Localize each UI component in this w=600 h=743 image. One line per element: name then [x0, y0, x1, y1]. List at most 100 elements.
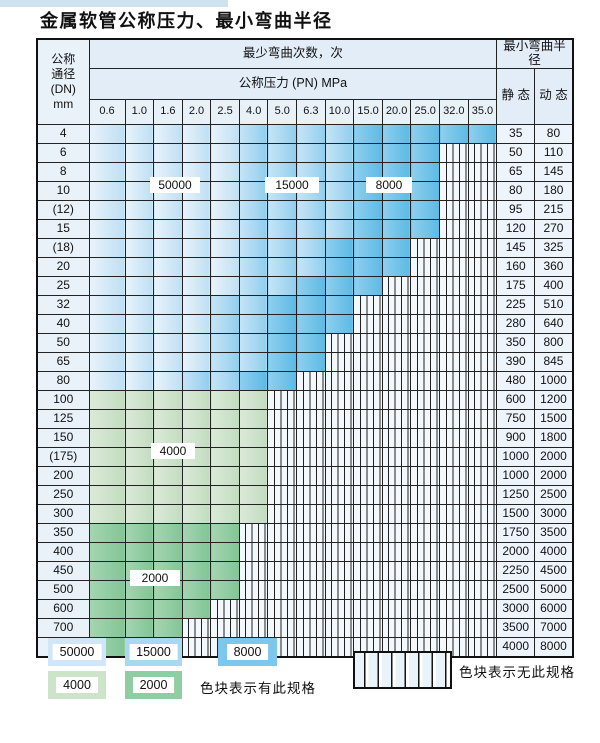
cell-no-spec	[467, 180, 498, 201]
cell-50000	[124, 313, 155, 334]
dynamic-radius-cell: 1800	[534, 427, 574, 448]
cell-no-spec	[238, 617, 269, 638]
cell-15000	[296, 256, 326, 277]
cell-50000	[124, 142, 155, 163]
pressure-column-header: 4.0	[238, 98, 269, 125]
cell-50000	[181, 275, 212, 296]
cell-50000	[153, 199, 183, 220]
cell-50000	[124, 161, 155, 182]
cell-no-spec	[467, 598, 498, 619]
cell-no-spec	[467, 199, 498, 220]
cell-8000	[410, 180, 441, 201]
table-row: 200 1000 2000	[36, 465, 574, 486]
cell-no-spec	[353, 446, 383, 467]
cell-2000	[210, 541, 240, 562]
page-title: 金属软管公称压力、最小弯曲半径	[40, 11, 333, 31]
cell-4000	[238, 427, 269, 448]
cell-15000	[238, 313, 269, 334]
table-row: 250 1250 2500	[36, 484, 574, 505]
table-row: 125 750 1500	[36, 408, 574, 429]
cell-8000	[267, 294, 298, 315]
cell-2000	[181, 598, 212, 619]
dn-cell: 25	[36, 275, 90, 296]
cell-4000	[124, 503, 155, 524]
cell-8000	[381, 123, 412, 144]
cell-no-spec	[467, 256, 498, 277]
dn-cell: 600	[36, 598, 90, 619]
cell-4000	[124, 427, 155, 448]
cell-4000	[88, 503, 126, 524]
cell-no-spec	[439, 275, 469, 296]
spec-table-wrap: 公称 通径 (DN) mm 最少弯曲次数，次 最小弯曲半径 公称压力 (PN) …	[36, 38, 574, 658]
cell-2000	[88, 560, 126, 581]
cell-15000	[296, 123, 326, 144]
cell-4000	[210, 389, 240, 410]
cell-4000	[238, 484, 269, 505]
cell-8000	[296, 313, 326, 334]
cell-8000	[267, 332, 298, 353]
cell-4000	[181, 389, 212, 410]
legend-swatch-label: 8000	[226, 644, 269, 660]
cell-no-spec	[267, 598, 298, 619]
cell-no-spec	[353, 579, 383, 600]
cell-50000	[153, 256, 183, 277]
cell-4000	[153, 465, 183, 486]
cell-no-spec	[296, 541, 326, 562]
legend-swatch-label: 2000	[132, 677, 175, 693]
dn-cell: 65	[36, 351, 90, 372]
cell-no-spec	[324, 408, 355, 429]
cell-no-spec	[267, 484, 298, 505]
cell-50000	[153, 332, 183, 353]
cell-no-spec	[353, 427, 383, 448]
dynamic-radius-cell: 2000	[534, 465, 574, 486]
cell-no-spec	[353, 617, 383, 638]
static-radius-cell: 750	[496, 408, 536, 429]
dynamic-radius-cell: 360	[534, 256, 574, 277]
cell-4000	[153, 408, 183, 429]
cell-4000	[153, 484, 183, 505]
cell-50000	[210, 123, 240, 144]
cell-15000	[296, 161, 326, 182]
cycle-label-8000: 8000	[366, 177, 412, 193]
cell-15000	[238, 237, 269, 258]
cell-no-spec	[439, 237, 469, 258]
cell-50000	[124, 123, 155, 144]
dynamic-radius-cell: 1500	[534, 408, 574, 429]
cell-15000	[267, 199, 298, 220]
cell-4000	[88, 446, 126, 467]
table-row: 500 2500 5000	[36, 579, 574, 600]
cell-15000	[238, 161, 269, 182]
legend-swatch-4000: 4000	[48, 671, 106, 699]
cell-no-spec	[439, 313, 469, 334]
cell-no-spec	[381, 332, 412, 353]
cell-no-spec	[410, 313, 441, 334]
cell-no-spec	[353, 332, 383, 353]
cell-no-spec	[410, 427, 441, 448]
cell-no-spec	[324, 389, 355, 410]
table-row: 6 50 110	[36, 142, 574, 163]
cell-8000	[324, 256, 355, 277]
cell-no-spec	[381, 351, 412, 372]
table-row: 20 160 360	[36, 256, 574, 277]
cell-2000	[181, 579, 212, 600]
cell-50000	[88, 351, 126, 372]
table-row: 4 35 80	[36, 123, 574, 144]
cell-no-spec	[467, 408, 498, 429]
dn-cell: 80	[36, 370, 90, 391]
cell-4000	[238, 389, 269, 410]
cell-50000	[124, 237, 155, 258]
dynamic-radius-cell: 8000	[534, 636, 574, 657]
cell-4000	[153, 503, 183, 524]
static-radius-cell: 80	[496, 180, 536, 201]
cell-15000	[238, 275, 269, 296]
static-radius-cell: 1000	[496, 446, 536, 467]
cell-no-spec	[267, 408, 298, 429]
cell-2000	[153, 522, 183, 543]
cell-4000	[210, 446, 240, 467]
cell-no-spec	[410, 408, 441, 429]
pressure-column-header: 20.0	[381, 98, 412, 125]
cell-no-spec	[353, 503, 383, 524]
cell-15000	[210, 332, 240, 353]
cell-4000	[88, 427, 126, 448]
cell-8000	[410, 123, 441, 144]
